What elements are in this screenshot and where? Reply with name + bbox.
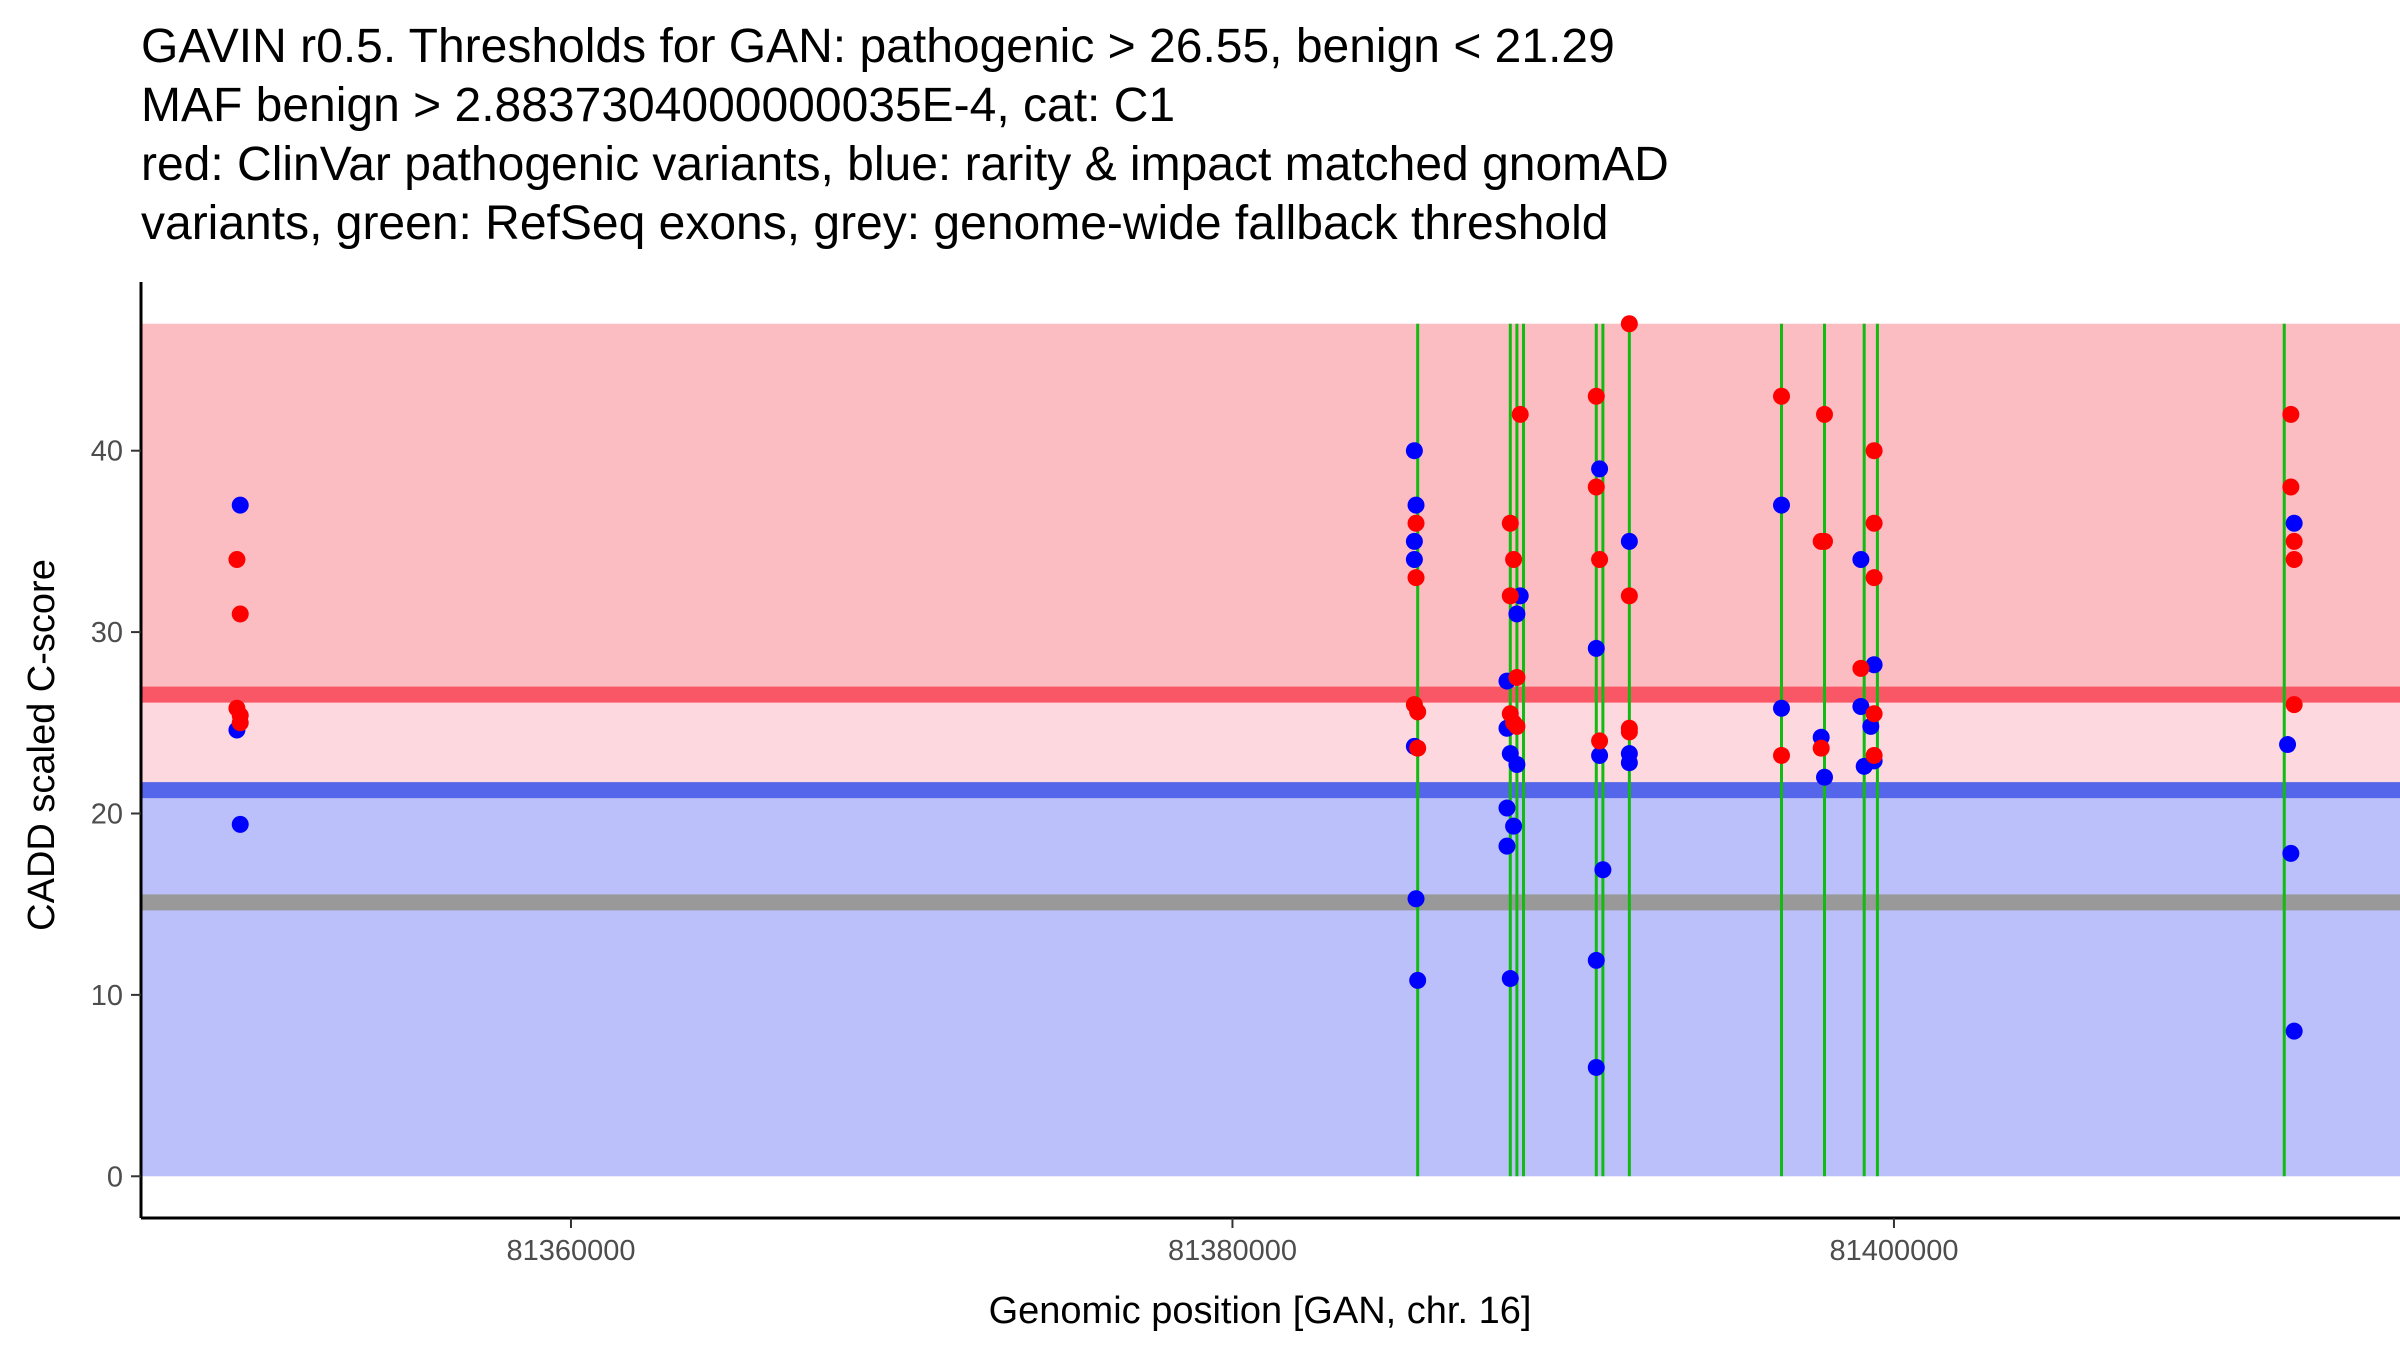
variant-point — [1852, 551, 1870, 569]
variant-point — [1508, 717, 1526, 735]
variant-point — [1620, 587, 1638, 605]
variant-point — [1587, 1058, 1605, 1076]
variant-point — [1773, 496, 1791, 514]
x-tick-label: 81400000 — [1829, 1235, 1958, 1267]
variant-point — [1865, 442, 1883, 460]
variant-point — [1409, 971, 1427, 989]
variant-point — [1511, 405, 1529, 423]
variant-point — [1852, 659, 1870, 677]
variant-point — [1591, 746, 1609, 764]
title-line-4: variants, green: RefSeq exons, grey: gen… — [141, 197, 1608, 250]
variant-point — [1865, 705, 1883, 723]
x-tick-label: 81380000 — [1168, 1235, 1297, 1267]
variant-points — [228, 315, 2303, 1076]
variant-point — [1620, 754, 1638, 772]
intermediate-region — [141, 694, 2400, 791]
y-tick-label: 10 — [91, 980, 123, 1012]
variant-point — [228, 551, 246, 569]
variant-point — [231, 815, 249, 833]
variant-point — [1505, 551, 1523, 569]
variant-point — [1405, 442, 1423, 460]
variant-point — [2279, 736, 2297, 754]
y-tick-label: 40 — [91, 436, 123, 468]
y-axis-title: CADD scaled C-score — [21, 559, 63, 931]
variant-point — [2282, 844, 2300, 862]
variant-point — [2285, 696, 2303, 714]
variant-point — [1620, 315, 1638, 333]
variant-point — [2285, 551, 2303, 569]
variant-point — [1812, 739, 1830, 757]
variant-point — [1591, 732, 1609, 750]
x-tick-label: 81360000 — [506, 1235, 635, 1267]
variant-point — [1407, 569, 1425, 587]
variant-point — [1816, 532, 1834, 550]
axes: 0 10 20 30 40 81360000 81380000 81400000 — [91, 282, 2400, 1267]
variant-point — [1587, 639, 1605, 657]
chart-title: GAVIN r0.5. Thresholds for GAN: pathogen… — [141, 20, 1669, 250]
variant-point — [1405, 551, 1423, 569]
title-line-2: MAF benign > 2.8837304000000035E-4, cat:… — [141, 79, 1175, 132]
variant-point — [1865, 746, 1883, 764]
variant-point — [1508, 605, 1526, 623]
variant-point — [1852, 697, 1870, 715]
variant-point — [1862, 717, 1880, 735]
variant-point — [1407, 496, 1425, 514]
variant-point — [1773, 746, 1791, 764]
variant-point — [1591, 460, 1609, 478]
variant-point — [1508, 756, 1526, 774]
variant-point — [1409, 739, 1427, 757]
variant-point — [1591, 551, 1609, 569]
benign-region — [141, 790, 2400, 1177]
variant-point — [1587, 387, 1605, 405]
variant-point — [2285, 1022, 2303, 1040]
variant-point — [1409, 703, 1427, 721]
variant-point — [1407, 890, 1425, 908]
variant-point — [1587, 951, 1605, 969]
gnomad-series — [228, 442, 2303, 1076]
clinvar-series — [228, 315, 2303, 764]
variant-point — [1405, 532, 1423, 550]
variant-point — [1501, 514, 1519, 532]
variant-point — [1865, 514, 1883, 532]
variant-point — [1865, 656, 1883, 674]
threshold-regions — [141, 323, 2400, 1177]
y-tick-label: 20 — [91, 798, 123, 830]
variant-point — [1773, 387, 1791, 405]
variant-point — [1620, 723, 1638, 741]
variant-point — [1407, 514, 1425, 532]
variant-point — [1498, 799, 1516, 817]
variant-point — [231, 605, 249, 623]
variant-point — [1501, 587, 1519, 605]
variant-point — [2282, 478, 2300, 496]
variant-point — [1505, 817, 1523, 835]
title-line-1: GAVIN r0.5. Thresholds for GAN: pathogen… — [141, 20, 1615, 73]
variant-point — [1587, 478, 1605, 496]
title-line-3: red: ClinVar pathogenic variants, blue: … — [141, 138, 1669, 191]
variant-point — [1501, 970, 1519, 988]
variant-point — [231, 714, 249, 732]
variant-point — [2285, 514, 2303, 532]
variant-point — [1508, 668, 1526, 686]
variant-point — [1773, 699, 1791, 717]
variant-point — [1816, 405, 1834, 423]
y-tick-label: 30 — [91, 617, 123, 649]
variant-point — [1865, 569, 1883, 587]
pathogenic-region — [141, 323, 2400, 695]
x-axis-title: Genomic position [GAN, chr. 16] — [989, 1290, 1532, 1332]
variant-point — [1594, 861, 1612, 879]
variant-point — [1498, 837, 1516, 855]
variant-point — [1620, 532, 1638, 550]
variant-point — [2282, 405, 2300, 423]
variant-point — [1816, 768, 1834, 786]
y-tick-label: 0 — [107, 1161, 123, 1193]
variant-point — [2285, 532, 2303, 550]
variant-point — [231, 496, 249, 514]
